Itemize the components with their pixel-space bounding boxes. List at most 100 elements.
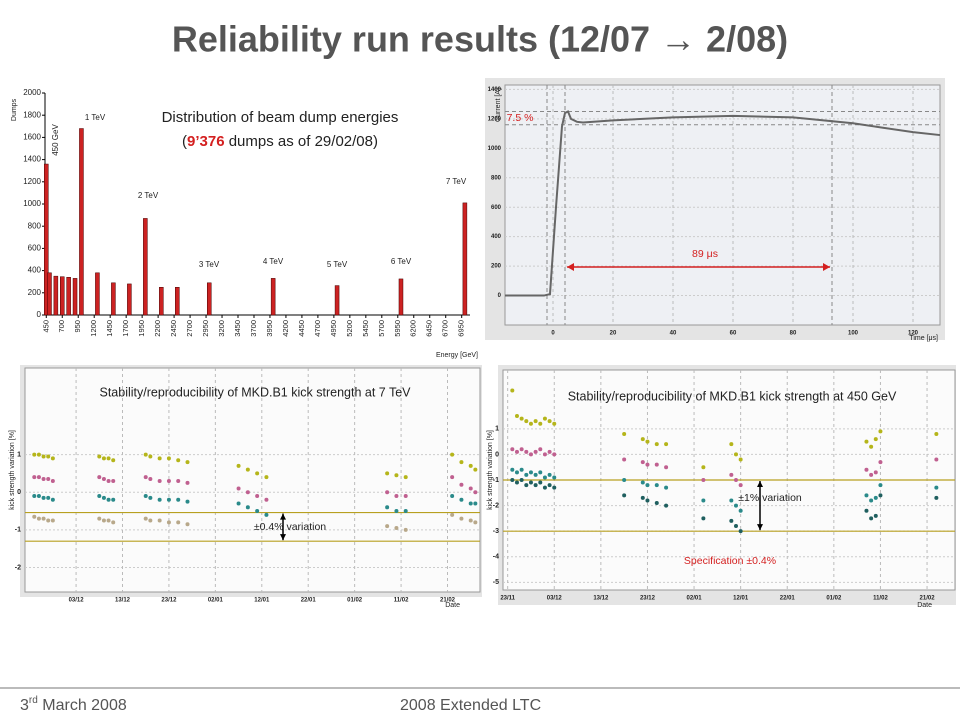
point xyxy=(640,480,645,485)
x-axis-label: Time [μs] xyxy=(909,335,938,342)
x-tick-label: 12/01 xyxy=(254,598,270,604)
point xyxy=(385,524,390,529)
point xyxy=(645,483,650,488)
point xyxy=(538,480,543,485)
point xyxy=(664,465,669,470)
x-tick-label: 4450 xyxy=(297,320,306,337)
point xyxy=(510,447,515,452)
point xyxy=(385,471,390,476)
point xyxy=(878,429,883,434)
point xyxy=(738,508,743,513)
point xyxy=(236,486,241,491)
point xyxy=(645,498,650,503)
point xyxy=(148,454,153,459)
point xyxy=(176,458,181,463)
point xyxy=(101,518,106,523)
point xyxy=(450,512,455,517)
annotation: 7.5 % xyxy=(507,112,534,124)
point xyxy=(50,478,55,483)
chart-subtitle: (9’376 dumps as of 29/02/08) xyxy=(182,133,378,150)
point xyxy=(524,472,529,477)
point xyxy=(542,485,547,490)
plot-area xyxy=(504,84,941,326)
point xyxy=(459,516,464,521)
x-tick-label: 22/01 xyxy=(780,596,796,602)
point xyxy=(622,431,627,436)
point xyxy=(473,520,478,525)
point xyxy=(701,498,706,503)
chart-title: Stability/reproducibility of MKD.B1 kick… xyxy=(568,389,897,403)
point xyxy=(166,456,171,461)
point xyxy=(473,490,478,495)
y-tick-label: 1800 xyxy=(23,110,41,119)
point xyxy=(733,452,738,457)
point xyxy=(36,452,41,457)
x-tick-label: 12/01 xyxy=(733,596,749,602)
point xyxy=(50,456,55,461)
point xyxy=(524,449,529,454)
bar xyxy=(334,285,340,316)
point xyxy=(264,512,269,517)
point xyxy=(97,516,102,521)
point xyxy=(185,480,190,485)
annotation: ±1% variation xyxy=(738,492,802,504)
subtitle-part: 9’376 xyxy=(187,133,225,150)
point xyxy=(664,442,669,447)
point xyxy=(729,442,734,447)
y-tick-label: 0 xyxy=(37,310,42,319)
bar xyxy=(398,278,404,316)
annotation: 89 μs xyxy=(692,248,718,260)
point xyxy=(869,444,874,449)
y-tick-label: 1000 xyxy=(488,146,502,152)
bar xyxy=(111,282,116,316)
point xyxy=(185,522,190,527)
point xyxy=(519,467,524,472)
point xyxy=(255,471,260,476)
point xyxy=(111,458,116,463)
x-tick-label: 3200 xyxy=(217,320,226,337)
arrow-head xyxy=(757,481,763,531)
point xyxy=(255,509,260,514)
x-tick-label: 4950 xyxy=(329,320,338,337)
x-axis-label: Date xyxy=(917,602,932,609)
point xyxy=(934,457,939,462)
x-tick-label: 4700 xyxy=(313,320,322,337)
x-tick-label: 6950 xyxy=(457,320,466,337)
point xyxy=(97,454,102,459)
point xyxy=(873,470,878,475)
point xyxy=(394,494,399,498)
line xyxy=(505,110,941,297)
point xyxy=(552,421,557,426)
point xyxy=(385,505,390,510)
point xyxy=(468,486,473,491)
point xyxy=(32,514,37,519)
point xyxy=(32,452,37,457)
point xyxy=(111,497,116,502)
point xyxy=(264,475,269,480)
x-tick-label: 3700 xyxy=(249,320,258,337)
point xyxy=(733,503,738,508)
point xyxy=(255,494,260,498)
point xyxy=(41,516,46,521)
point xyxy=(547,472,552,477)
point xyxy=(101,456,106,461)
point xyxy=(148,518,153,523)
x-tick-label: 13/12 xyxy=(593,596,609,602)
y-tick-label: 2000 xyxy=(23,88,41,97)
point xyxy=(166,497,171,502)
point xyxy=(878,483,883,488)
point xyxy=(547,419,552,424)
bar xyxy=(175,287,180,316)
point xyxy=(176,497,181,502)
bar xyxy=(60,276,65,316)
point xyxy=(264,497,269,502)
point xyxy=(519,478,524,482)
bar xyxy=(127,283,132,316)
point xyxy=(934,495,939,500)
point xyxy=(640,495,645,500)
x-tick-label: 6450 xyxy=(425,320,434,337)
point xyxy=(547,449,552,454)
y-tick-label: -3 xyxy=(493,528,499,535)
point xyxy=(468,463,473,468)
point xyxy=(729,498,734,503)
